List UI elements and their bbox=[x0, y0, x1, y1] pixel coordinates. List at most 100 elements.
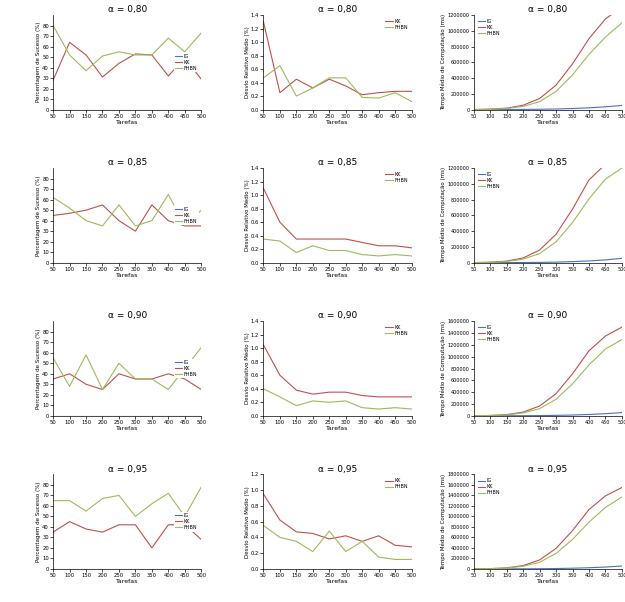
FHBN bbox=[49, 22, 57, 29]
FHBN bbox=[292, 402, 300, 409]
FHBN bbox=[358, 538, 366, 545]
Line: FHBN: FHBN bbox=[53, 194, 201, 226]
FHBN bbox=[82, 67, 90, 74]
FHBN bbox=[391, 251, 399, 258]
KK bbox=[181, 521, 189, 529]
IG bbox=[569, 258, 576, 265]
FHBN bbox=[569, 71, 576, 78]
KK bbox=[115, 217, 122, 225]
FHBN bbox=[519, 563, 527, 570]
KK bbox=[181, 55, 189, 62]
FHBN bbox=[552, 550, 560, 557]
KK bbox=[148, 201, 156, 208]
Line: FHBN: FHBN bbox=[53, 25, 201, 70]
KK bbox=[470, 565, 478, 573]
FHBN bbox=[408, 98, 415, 105]
KK bbox=[66, 370, 73, 377]
Y-axis label: Tempo Médio de Computação (ms): Tempo Médio de Computação (ms) bbox=[441, 474, 446, 569]
IG bbox=[585, 104, 592, 111]
KK bbox=[309, 84, 317, 92]
FHBN bbox=[82, 351, 90, 358]
KK bbox=[618, 151, 625, 158]
Line: FHBN: FHBN bbox=[53, 487, 201, 517]
Line: KK: KK bbox=[264, 188, 411, 248]
KK bbox=[326, 388, 333, 396]
IG bbox=[569, 105, 576, 112]
Y-axis label: Tempo Médio de Computação (ms): Tempo Médio de Computação (ms) bbox=[441, 167, 446, 264]
KK bbox=[408, 244, 415, 252]
IG bbox=[618, 255, 625, 262]
KK bbox=[198, 222, 205, 229]
Title: α = 0,95: α = 0,95 bbox=[107, 465, 147, 474]
IG bbox=[164, 106, 172, 113]
IG bbox=[198, 259, 205, 266]
IG bbox=[569, 565, 576, 572]
X-axis label: Tarefas: Tarefas bbox=[116, 426, 138, 432]
FHBN bbox=[49, 497, 57, 504]
KK bbox=[602, 332, 609, 340]
FHBN bbox=[486, 259, 494, 266]
IG bbox=[198, 565, 205, 573]
KK bbox=[391, 242, 399, 249]
KK bbox=[276, 219, 284, 226]
Line: FHBN: FHBN bbox=[264, 389, 411, 409]
Line: KK: KK bbox=[264, 345, 411, 397]
IG bbox=[503, 259, 511, 266]
IG bbox=[618, 102, 625, 109]
IG bbox=[115, 565, 122, 573]
IG bbox=[82, 412, 90, 420]
FHBN bbox=[49, 194, 57, 201]
FHBN bbox=[585, 518, 592, 526]
KK bbox=[260, 341, 268, 349]
KK bbox=[115, 521, 122, 529]
FHBN bbox=[503, 565, 511, 572]
IG bbox=[618, 562, 625, 569]
KK bbox=[552, 545, 560, 552]
FHBN bbox=[49, 355, 57, 362]
Line: KK: KK bbox=[474, 488, 622, 569]
KK bbox=[342, 388, 349, 396]
IG bbox=[602, 256, 609, 264]
IG bbox=[198, 412, 205, 420]
Title: α = 0,85: α = 0,85 bbox=[528, 158, 568, 167]
IG bbox=[536, 565, 543, 573]
FHBN bbox=[536, 559, 543, 566]
FHBN bbox=[309, 242, 317, 249]
IG bbox=[552, 258, 560, 265]
Legend: IG, KK, FHBN: IG, KK, FHBN bbox=[476, 17, 501, 37]
IG bbox=[503, 565, 511, 573]
KK bbox=[292, 235, 300, 243]
KK bbox=[82, 526, 90, 533]
KK bbox=[552, 81, 560, 88]
KK bbox=[148, 51, 156, 58]
KK bbox=[503, 105, 511, 112]
Title: α = 0,85: α = 0,85 bbox=[107, 158, 147, 167]
IG bbox=[602, 563, 609, 571]
IG bbox=[585, 257, 592, 264]
KK bbox=[82, 380, 90, 388]
KK bbox=[99, 386, 106, 393]
KK bbox=[552, 231, 560, 238]
KK bbox=[309, 530, 317, 537]
Legend: KK, FHBN: KK, FHBN bbox=[384, 324, 409, 338]
IG bbox=[536, 259, 543, 266]
KK bbox=[198, 75, 205, 82]
Y-axis label: Desvio Relativo Médio (%): Desvio Relativo Médio (%) bbox=[244, 179, 249, 251]
KK bbox=[82, 51, 90, 58]
KK bbox=[342, 532, 349, 539]
KK bbox=[503, 258, 511, 265]
IG bbox=[585, 564, 592, 571]
KK bbox=[66, 209, 73, 217]
IG bbox=[148, 412, 156, 420]
KK bbox=[569, 60, 576, 67]
KK bbox=[519, 102, 527, 109]
KK bbox=[66, 518, 73, 526]
KK bbox=[198, 386, 205, 393]
FHBN bbox=[164, 34, 172, 42]
KK bbox=[503, 411, 511, 418]
FHBN bbox=[132, 376, 139, 383]
Y-axis label: Desvio Relativo Médio (%): Desvio Relativo Médio (%) bbox=[244, 486, 249, 557]
Y-axis label: Tempo Médio de Computação (ms): Tempo Médio de Computação (ms) bbox=[441, 320, 446, 417]
FHBN bbox=[486, 565, 494, 573]
Line: FHBN: FHBN bbox=[53, 347, 201, 389]
